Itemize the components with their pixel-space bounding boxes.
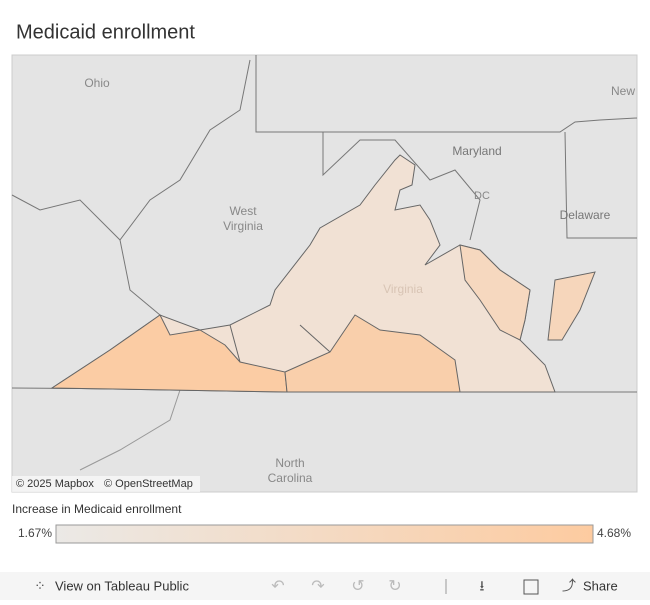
download[interactable]: ⭳ bbox=[480, 578, 485, 594]
map: Ohio Maryland DC New West Virginia Delaw… bbox=[11, 54, 638, 493]
map-label: Ohio bbox=[84, 76, 110, 90]
toolbar: ⁘ View on Tableau Public ↶ ↷ ↺ ↻ ⭳ ⤴ Sha… bbox=[0, 572, 650, 600]
map-label: Virginia bbox=[223, 219, 263, 233]
attribution[interactable]: © 2025 Mapbox bbox=[16, 478, 94, 490]
map-label: Carolina bbox=[268, 471, 313, 485]
legend-title: Increase in Medicaid enrollment bbox=[12, 502, 182, 516]
share[interactable]: Share bbox=[583, 578, 618, 593]
legend-gradient bbox=[55, 524, 594, 544]
map-label: North bbox=[275, 456, 304, 470]
virginia-region bbox=[547, 271, 596, 341]
map-label: Virginia bbox=[383, 282, 423, 296]
map-label: Maryland bbox=[452, 144, 501, 158]
refresh[interactable]: ↻ bbox=[388, 578, 401, 595]
border bbox=[119, 59, 251, 316]
border bbox=[255, 55, 638, 133]
legend-min: 1.67% bbox=[18, 526, 52, 540]
share-icon[interactable]: ⤴ bbox=[562, 578, 576, 594]
virginia-region bbox=[284, 314, 461, 393]
toolbar-bg bbox=[0, 572, 650, 600]
border bbox=[564, 131, 637, 239]
virginia-region bbox=[459, 244, 531, 341]
revert[interactable]: ↺ bbox=[351, 578, 364, 595]
title: Medicaid enrollment bbox=[16, 21, 195, 43]
view-link[interactable]: View on Tableau Public bbox=[55, 578, 189, 593]
border bbox=[322, 132, 481, 241]
icon: ⁘ bbox=[34, 578, 46, 594]
undo[interactable]: ↶ bbox=[271, 578, 284, 595]
county-border bbox=[229, 324, 241, 363]
border bbox=[79, 389, 181, 471]
map-label: Delaware bbox=[560, 208, 611, 222]
county-border bbox=[299, 324, 331, 353]
legend: Increase in Medicaid enrollment 1.67% 4.… bbox=[12, 502, 631, 544]
fullscreen[interactable] bbox=[523, 579, 539, 595]
map-label: New bbox=[611, 84, 635, 98]
border bbox=[11, 194, 121, 241]
map-label: West bbox=[229, 204, 257, 218]
legend-max: 4.68% bbox=[597, 526, 631, 540]
redo[interactable]: ↷ bbox=[311, 578, 325, 595]
attribution-bg bbox=[12, 476, 200, 492]
attribution[interactable]: © OpenStreetMap bbox=[104, 478, 193, 490]
map-label: DC bbox=[474, 190, 490, 202]
